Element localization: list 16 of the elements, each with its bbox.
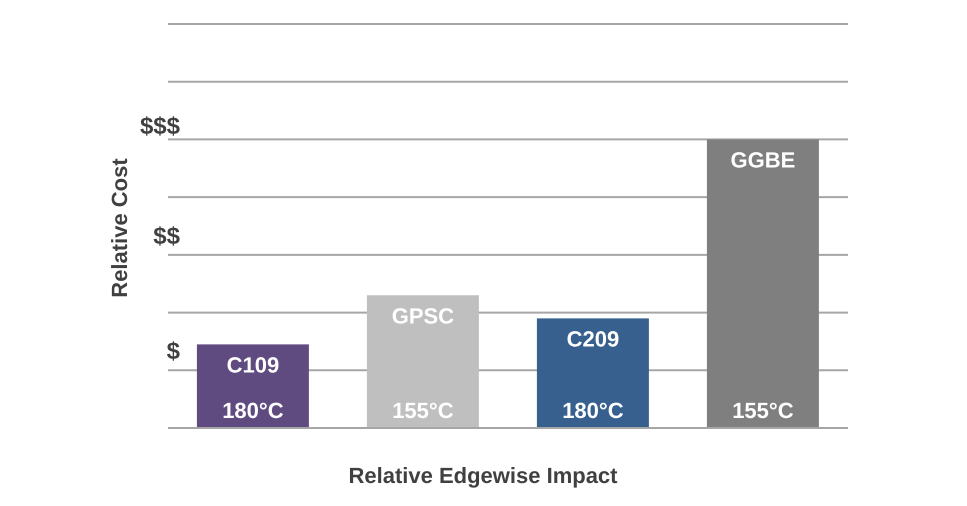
annotation: 155°C	[392, 398, 454, 423]
x-tick-label: GPSC	[392, 303, 454, 328]
annotation: $$$	[140, 112, 180, 141]
annotation: $$	[153, 222, 180, 251]
annotation: $	[166, 338, 180, 366]
x-axis-title: Relative Edgewise Impact	[348, 463, 618, 489]
bar	[536, 318, 649, 428]
x-tick-label: C109	[226, 352, 280, 378]
bar	[706, 139, 819, 428]
annotation: 180°C	[222, 398, 284, 423]
y-axis-title: Relative Cost	[107, 158, 133, 298]
bar	[366, 295, 479, 428]
x-tick-label: GGBE	[730, 147, 796, 172]
annotation: 155°C	[732, 398, 794, 423]
x-tick-label: C209	[566, 326, 620, 352]
annotation: 180°C	[562, 398, 624, 423]
